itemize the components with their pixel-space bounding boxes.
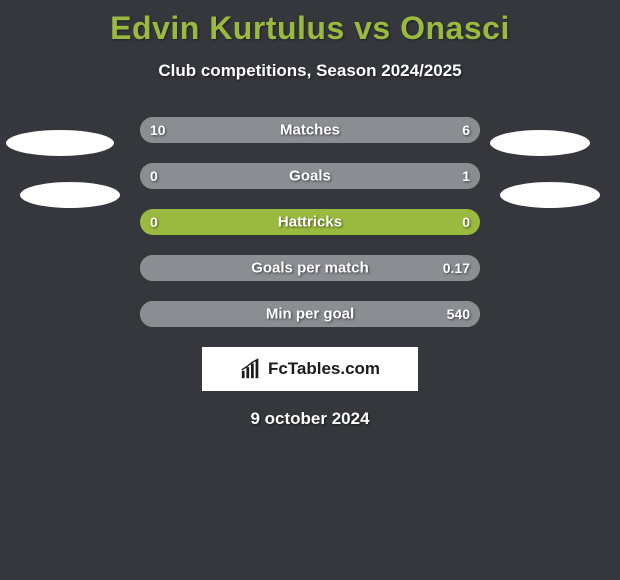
stat-value-left: 10 <box>150 122 166 138</box>
stat-value-right: 0.17 <box>443 260 470 276</box>
stat-label: Min per goal <box>140 306 480 323</box>
decorative-ellipse <box>20 182 120 208</box>
stat-row: Goals0 1 <box>140 163 480 189</box>
branding-text: FcTables.com <box>268 359 380 379</box>
stat-label: Hattricks <box>140 214 480 231</box>
bar-chart-icon <box>240 358 262 380</box>
branding-badge: FcTables.com <box>202 347 418 391</box>
stat-value-right: 540 <box>447 306 470 322</box>
decorative-ellipse <box>6 130 114 156</box>
stat-row: Hattricks0 0 <box>140 209 480 235</box>
date-text: 9 october 2024 <box>0 409 620 429</box>
stat-value-right: 6 <box>462 122 470 138</box>
page-title: Edvin Kurtulus vs Onasci <box>0 0 620 47</box>
subtitle: Club competitions, Season 2024/2025 <box>0 61 620 81</box>
stat-value-left: 0 <box>150 168 158 184</box>
stat-label: Goals <box>140 168 480 185</box>
stat-row: Min per goal540 <box>140 301 480 327</box>
stat-label: Matches <box>140 122 480 139</box>
stat-label: Goals per match <box>140 260 480 277</box>
stat-value-right: 0 <box>462 214 470 230</box>
stat-value-right: 1 <box>462 168 470 184</box>
stats-area: Matches106Goals01Hattricks00Goals per ma… <box>0 117 620 327</box>
stat-row: Matches10 6 <box>140 117 480 143</box>
stat-value-left: 0 <box>150 214 158 230</box>
decorative-ellipse <box>500 182 600 208</box>
stat-row: Goals per match0.17 <box>140 255 480 281</box>
decorative-ellipse <box>490 130 590 156</box>
